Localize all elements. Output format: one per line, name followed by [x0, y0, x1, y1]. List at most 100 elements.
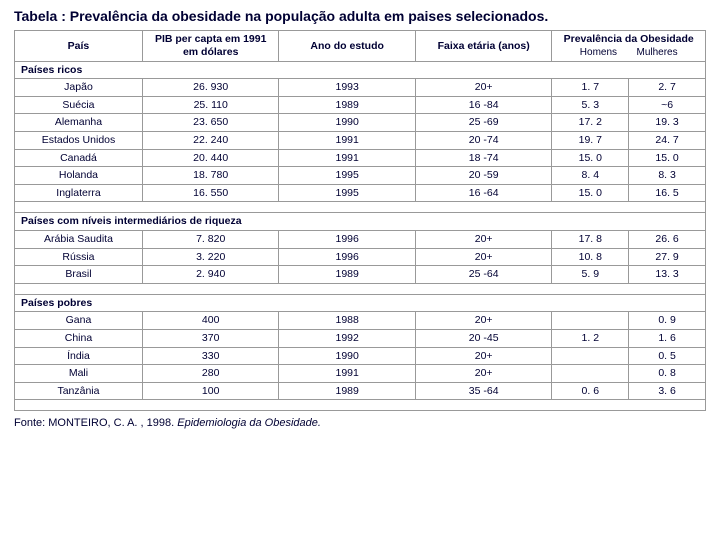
cell-men: 15. 0: [552, 184, 629, 202]
cell-women: 0. 8: [629, 365, 706, 383]
table-row: Tanzânia100198935 -640. 63. 6: [15, 382, 706, 400]
cell-age: 16 -84: [415, 96, 551, 114]
cell-age: 20+: [415, 230, 551, 248]
cell-country: Tanzânia: [15, 382, 143, 400]
cell-country: Brasil: [15, 266, 143, 284]
cell-year: 1990: [279, 347, 415, 365]
cell-women: 19. 3: [629, 114, 706, 132]
cell-age: 16 -64: [415, 184, 551, 202]
cell-year: 1991: [279, 131, 415, 149]
cell-pib: 370: [142, 329, 278, 347]
table-row: Alemanha23. 650199025 -6917. 219. 3: [15, 114, 706, 132]
cell-country: Holanda: [15, 167, 143, 185]
obesity-table: País PIB per capta em 1991 em dólares An…: [14, 30, 706, 411]
cell-country: Suécia: [15, 96, 143, 114]
cell-year: 1989: [279, 382, 415, 400]
table-row: Japão26. 930199320+1. 72. 7: [15, 79, 706, 97]
section-label: Países ricos: [15, 61, 706, 79]
cell-year: 1988: [279, 312, 415, 330]
cell-pib: 20. 440: [142, 149, 278, 167]
header-year: Ano do estudo: [279, 31, 415, 62]
header-pib: PIB per capta em 1991 em dólares: [142, 31, 278, 62]
cell-men: 5. 3: [552, 96, 629, 114]
cell-age: 20 -59: [415, 167, 551, 185]
cell-men: 1. 2: [552, 329, 629, 347]
cell-country: Gana: [15, 312, 143, 330]
cell-age: 35 -64: [415, 382, 551, 400]
cell-age: 20+: [415, 312, 551, 330]
cell-men: [552, 365, 629, 383]
spacer-row: [15, 283, 706, 294]
cell-country: Estados Unidos: [15, 131, 143, 149]
cell-age: 20+: [415, 347, 551, 365]
cell-year: 1989: [279, 266, 415, 284]
cell-pib: 26. 930: [142, 79, 278, 97]
cell-men: 17. 2: [552, 114, 629, 132]
cell-year: 1995: [279, 184, 415, 202]
cell-pib: 16. 550: [142, 184, 278, 202]
cell-country: Canadá: [15, 149, 143, 167]
cell-pib: 23. 650: [142, 114, 278, 132]
cell-age: 20 -45: [415, 329, 551, 347]
cell-age: 25 -69: [415, 114, 551, 132]
cell-country: Alemanha: [15, 114, 143, 132]
table-row: China370199220 -451. 21. 6: [15, 329, 706, 347]
cell-country: Índia: [15, 347, 143, 365]
cell-country: Mali: [15, 365, 143, 383]
cell-men: 17. 8: [552, 230, 629, 248]
cell-women: 24. 7: [629, 131, 706, 149]
section-label: Países com níveis intermediários de riqu…: [15, 213, 706, 231]
cell-year: 1996: [279, 248, 415, 266]
cell-year: 1995: [279, 167, 415, 185]
table-title: Tabela : Prevalência da obesidade na pop…: [14, 8, 706, 24]
cell-men: 0. 6: [552, 382, 629, 400]
cell-men: [552, 347, 629, 365]
spacer-row: [15, 202, 706, 213]
table-row: Rússia3. 220199620+10. 827. 9: [15, 248, 706, 266]
cell-pib: 2. 940: [142, 266, 278, 284]
cell-pib: 25. 110: [142, 96, 278, 114]
cell-pib: 330: [142, 347, 278, 365]
cell-age: 20+: [415, 365, 551, 383]
table-row: Estados Unidos22. 240199120 -7419. 724. …: [15, 131, 706, 149]
cell-pib: 100: [142, 382, 278, 400]
cell-country: China: [15, 329, 143, 347]
cell-men: 8. 4: [552, 167, 629, 185]
header-country: País: [15, 31, 143, 62]
cell-women: 26. 6: [629, 230, 706, 248]
cell-country: Arábia Saudita: [15, 230, 143, 248]
cell-year: 1990: [279, 114, 415, 132]
cell-age: 20 -74: [415, 131, 551, 149]
cell-women: 1. 6: [629, 329, 706, 347]
cell-women: 3. 6: [629, 382, 706, 400]
source-citation: Fonte: MONTEIRO, C. A. , 1998. Epidemiol…: [14, 417, 706, 429]
table-row: Índia330199020+ 0. 5: [15, 347, 706, 365]
cell-year: 1991: [279, 365, 415, 383]
cell-pib: 18. 780: [142, 167, 278, 185]
cell-year: 1996: [279, 230, 415, 248]
spacer-row: [15, 400, 706, 411]
cell-women: 0. 9: [629, 312, 706, 330]
header-prev: Prevalência da Obesidade Homens Mulheres: [552, 31, 706, 62]
cell-women: 2. 7: [629, 79, 706, 97]
cell-pib: 22. 240: [142, 131, 278, 149]
cell-women: 15. 0: [629, 149, 706, 167]
cell-country: Rússia: [15, 248, 143, 266]
cell-age: 25 -64: [415, 266, 551, 284]
table-row: Mali280199120+0. 8: [15, 365, 706, 383]
table-row: Suécia25. 110198916 -845. 3~6: [15, 96, 706, 114]
cell-year: 1993: [279, 79, 415, 97]
cell-country: Inglaterra: [15, 184, 143, 202]
cell-year: 1989: [279, 96, 415, 114]
cell-women: 27. 9: [629, 248, 706, 266]
table-row: Canadá20. 440199118 -7415. 015. 0: [15, 149, 706, 167]
table-row: Holanda18. 780199520 -598. 48. 3: [15, 167, 706, 185]
header-age: Faixa etária (anos): [415, 31, 551, 62]
cell-age: 20+: [415, 248, 551, 266]
cell-age: 18 -74: [415, 149, 551, 167]
cell-men: 1. 7: [552, 79, 629, 97]
cell-men: 10. 8: [552, 248, 629, 266]
cell-women: 0. 5: [629, 347, 706, 365]
cell-age: 20+: [415, 79, 551, 97]
cell-pib: 7. 820: [142, 230, 278, 248]
